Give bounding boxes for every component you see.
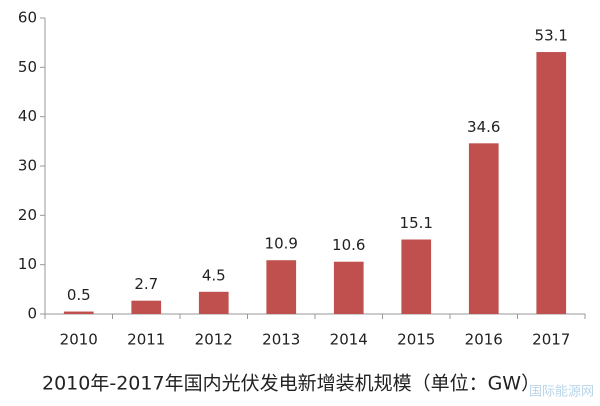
y-tick-label: 20: [18, 206, 37, 224]
data-label: 4.5: [202, 266, 226, 284]
chart-title: 2010年-2017年国内光伏发电新增装机规模（单位：GW）: [42, 373, 540, 395]
x-tick-label: 2010: [60, 331, 98, 349]
watermark: 国际能源网: [529, 385, 594, 400]
data-label: 15.1: [400, 214, 433, 232]
bar: [401, 239, 432, 314]
data-label: 0.5: [67, 286, 91, 304]
bar: [468, 143, 499, 314]
x-tick-label: 2014: [330, 331, 368, 349]
x-tick-label: 2011: [127, 331, 165, 349]
data-label: 10.9: [265, 235, 298, 253]
bar: [63, 311, 94, 314]
y-tick-label: 10: [18, 255, 37, 273]
y-tick-label: 30: [18, 157, 37, 175]
x-tick-label: 2017: [532, 331, 570, 349]
y-tick-label: 0: [27, 305, 37, 323]
bar: [536, 52, 567, 314]
bar: [266, 260, 297, 314]
y-tick-label: 40: [18, 107, 37, 125]
x-tick-label: 2015: [397, 331, 435, 349]
x-tick-label: 2016: [465, 331, 503, 349]
x-tick-label: 2013: [262, 331, 300, 349]
y-tick-label: 50: [18, 58, 37, 76]
data-label: 10.6: [332, 236, 365, 254]
x-tick-label: 2012: [195, 331, 233, 349]
y-tick-label: 60: [18, 9, 37, 27]
bar: [131, 300, 162, 314]
data-label: 2.7: [134, 275, 158, 293]
data-label: 34.6: [467, 118, 500, 136]
data-label: 53.1: [535, 27, 568, 45]
bar: [333, 261, 364, 314]
bar: [198, 291, 229, 314]
